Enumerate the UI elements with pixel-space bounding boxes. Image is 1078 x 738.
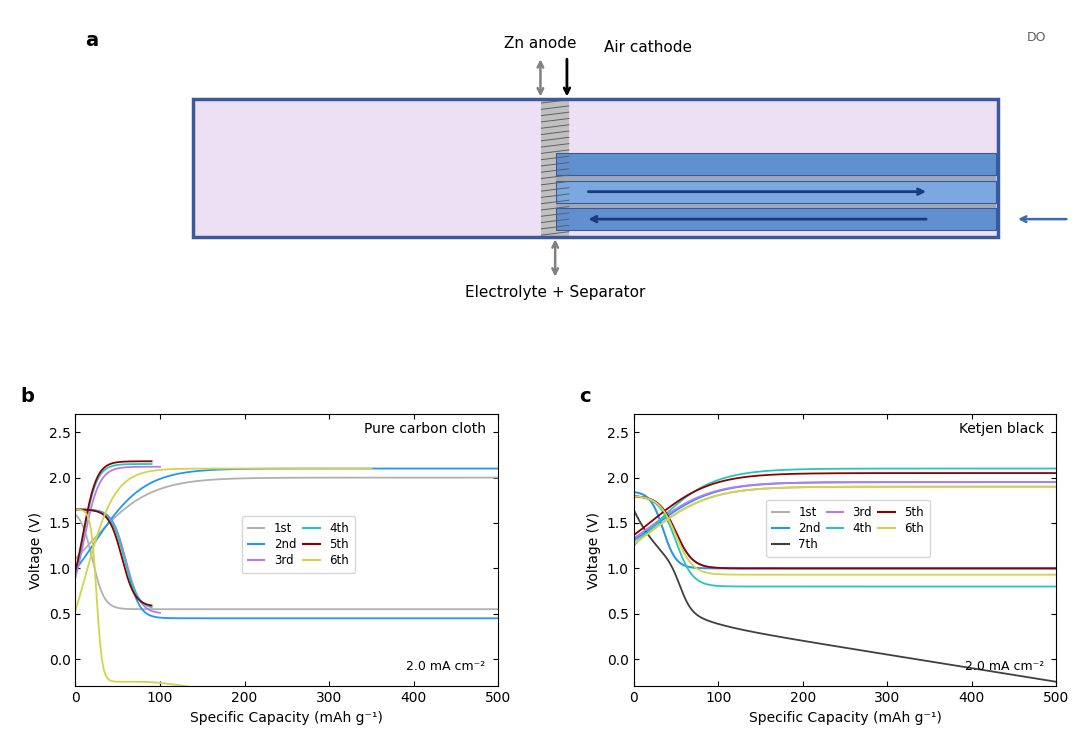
Text: b: b [20,387,34,406]
Text: 2.0 mA cm⁻²: 2.0 mA cm⁻² [406,660,485,673]
Bar [556,208,996,230]
Text: DO: DO [1027,31,1047,44]
Legend: 1st, 2nd, 7th, 3rd, 4th, 5th, 6th: 1st, 2nd, 7th, 3rd, 4th, 5th, 6th [766,500,930,556]
X-axis label: Specific Capacity (mAh g⁻¹): Specific Capacity (mAh g⁻¹) [191,711,384,725]
Bar [193,100,997,237]
Bar [556,153,996,176]
Bar [556,181,996,203]
X-axis label: Specific Capacity (mAh g⁻¹): Specific Capacity (mAh g⁻¹) [748,711,941,725]
Text: Ketjen black: Ketjen black [958,422,1044,436]
Text: c: c [579,387,591,406]
Text: Air cathode: Air cathode [604,40,692,55]
Text: Zn anode: Zn anode [505,35,577,51]
Text: 2.0 mA cm⁻²: 2.0 mA cm⁻² [965,660,1044,673]
Legend: 1st, 2nd, 3rd, 4th, 5th, 6th: 1st, 2nd, 3rd, 4th, 5th, 6th [243,517,355,573]
Text: Pure carbon cloth: Pure carbon cloth [363,422,485,436]
Bar [556,176,996,181]
Text: a: a [85,31,98,49]
Bar [556,100,997,237]
Y-axis label: Voltage (V): Voltage (V) [29,511,43,589]
Bar [541,100,569,237]
Bar [193,100,556,237]
Text: Electrolyte + Separator: Electrolyte + Separator [465,285,646,300]
Bar [556,203,996,208]
Y-axis label: Voltage (V): Voltage (V) [588,511,602,589]
